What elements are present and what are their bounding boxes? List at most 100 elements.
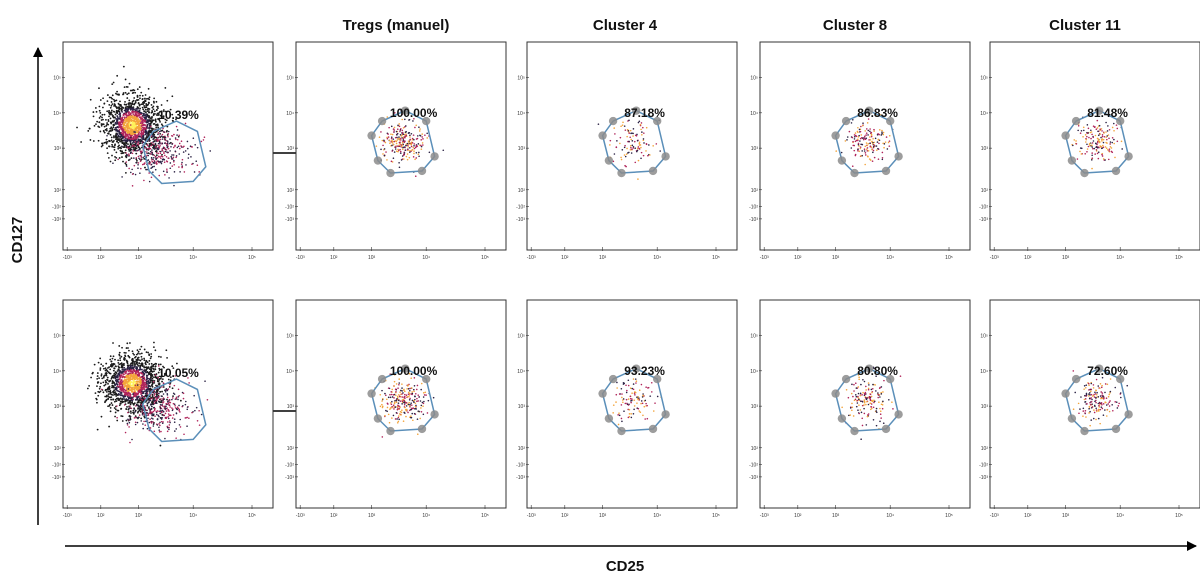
scatter-point bbox=[637, 121, 640, 124]
scatter-point bbox=[168, 399, 171, 401]
scatter-point bbox=[176, 134, 178, 136]
scatter-point bbox=[1077, 124, 1080, 127]
scatter-point bbox=[157, 376, 160, 379]
scatter-point bbox=[121, 156, 123, 158]
scatter-point bbox=[116, 370, 119, 372]
scatter-point bbox=[150, 118, 153, 120]
scatter-point bbox=[123, 383, 126, 386]
scatter-point bbox=[145, 366, 148, 369]
scatter-point bbox=[115, 395, 118, 397]
scatter-point bbox=[80, 141, 83, 143]
scatter-point bbox=[140, 352, 143, 355]
scatter-point bbox=[160, 411, 163, 413]
scatter-point bbox=[96, 120, 99, 123]
scatter-point bbox=[162, 382, 165, 384]
scatter-point bbox=[88, 127, 91, 130]
scatter-point bbox=[122, 389, 124, 392]
scatter-point bbox=[851, 136, 854, 139]
scatter-point bbox=[129, 368, 132, 371]
scatter-point bbox=[179, 399, 182, 402]
scatter-point bbox=[147, 380, 149, 382]
scatter-point bbox=[157, 388, 160, 390]
scatter-point bbox=[392, 138, 395, 140]
scatter-point bbox=[152, 423, 155, 426]
scatter-point bbox=[381, 139, 384, 142]
scatter-point bbox=[128, 99, 131, 102]
scatter-point bbox=[166, 389, 169, 392]
scatter-point bbox=[415, 404, 417, 407]
scatter-point bbox=[389, 396, 392, 399]
scatter-point bbox=[394, 406, 397, 408]
scatter-point bbox=[119, 370, 122, 372]
scatter-point bbox=[167, 130, 170, 133]
panel-frame bbox=[295, 299, 507, 509]
scatter-point bbox=[148, 124, 151, 127]
scatter-point bbox=[406, 142, 409, 145]
scatter-point bbox=[401, 129, 404, 132]
scatter-point bbox=[865, 132, 868, 134]
scatter-point bbox=[165, 388, 168, 390]
scatter-point bbox=[398, 382, 401, 384]
scatter-point bbox=[408, 404, 411, 407]
scatter-point bbox=[196, 146, 199, 149]
scatter-point bbox=[631, 392, 633, 394]
scatter-point bbox=[190, 156, 192, 158]
scatter-point bbox=[96, 375, 99, 377]
scatter-point bbox=[140, 398, 143, 401]
scatter-point bbox=[389, 142, 391, 145]
scatter-point bbox=[151, 384, 153, 386]
scatter-point bbox=[127, 129, 130, 132]
scatter-point bbox=[136, 143, 139, 145]
scatter-point bbox=[104, 367, 107, 370]
scatter-point bbox=[131, 370, 134, 373]
scatter-point bbox=[123, 404, 126, 406]
scatter-points bbox=[76, 65, 212, 187]
scatter-point bbox=[135, 361, 138, 364]
scatter-point bbox=[618, 412, 620, 414]
scatter-point bbox=[178, 404, 180, 407]
scatter-point bbox=[119, 386, 122, 389]
gate-vertex bbox=[422, 374, 431, 384]
scatter-point bbox=[139, 172, 141, 174]
scatter-point bbox=[140, 368, 143, 371]
scatter-point bbox=[123, 119, 126, 122]
scatter-point bbox=[109, 407, 112, 409]
scatter-point bbox=[147, 110, 150, 112]
scatter-point bbox=[115, 397, 118, 400]
scatter-point bbox=[1105, 141, 1107, 144]
scatter-point bbox=[128, 415, 131, 418]
scatter-point bbox=[145, 351, 148, 354]
scatter-point bbox=[853, 138, 856, 140]
scatter-point bbox=[413, 117, 415, 120]
scatter-point bbox=[94, 392, 97, 395]
scatter-point bbox=[97, 139, 100, 142]
scatter-point bbox=[407, 146, 409, 148]
scatter-point bbox=[132, 393, 134, 395]
scatter-point bbox=[126, 399, 129, 402]
scatter-point bbox=[401, 403, 403, 405]
scatter-point bbox=[143, 348, 146, 351]
scatter-point bbox=[153, 145, 156, 147]
scatter-point bbox=[120, 408, 122, 410]
scatter-point bbox=[410, 404, 413, 406]
scatter-point bbox=[165, 402, 168, 405]
scatter-point bbox=[158, 431, 161, 433]
scatter-point bbox=[171, 397, 174, 399]
scatter-point bbox=[117, 365, 120, 368]
scatter-point bbox=[645, 126, 648, 129]
scatter-point bbox=[109, 121, 112, 124]
scatter-point bbox=[153, 154, 156, 157]
scatter-point bbox=[130, 136, 132, 139]
scatter-point bbox=[143, 359, 146, 362]
scatter-point bbox=[164, 174, 166, 176]
scatter-point bbox=[399, 133, 402, 136]
scatter-point bbox=[167, 147, 170, 150]
scatter-point bbox=[144, 99, 146, 102]
scatter-point bbox=[1116, 127, 1119, 130]
scatter-point bbox=[143, 162, 146, 165]
scatter-point bbox=[116, 74, 119, 77]
scatter-point bbox=[160, 430, 162, 433]
scatter-point bbox=[127, 376, 130, 379]
scatter-point bbox=[114, 155, 116, 158]
gate-vertex bbox=[604, 156, 614, 165]
